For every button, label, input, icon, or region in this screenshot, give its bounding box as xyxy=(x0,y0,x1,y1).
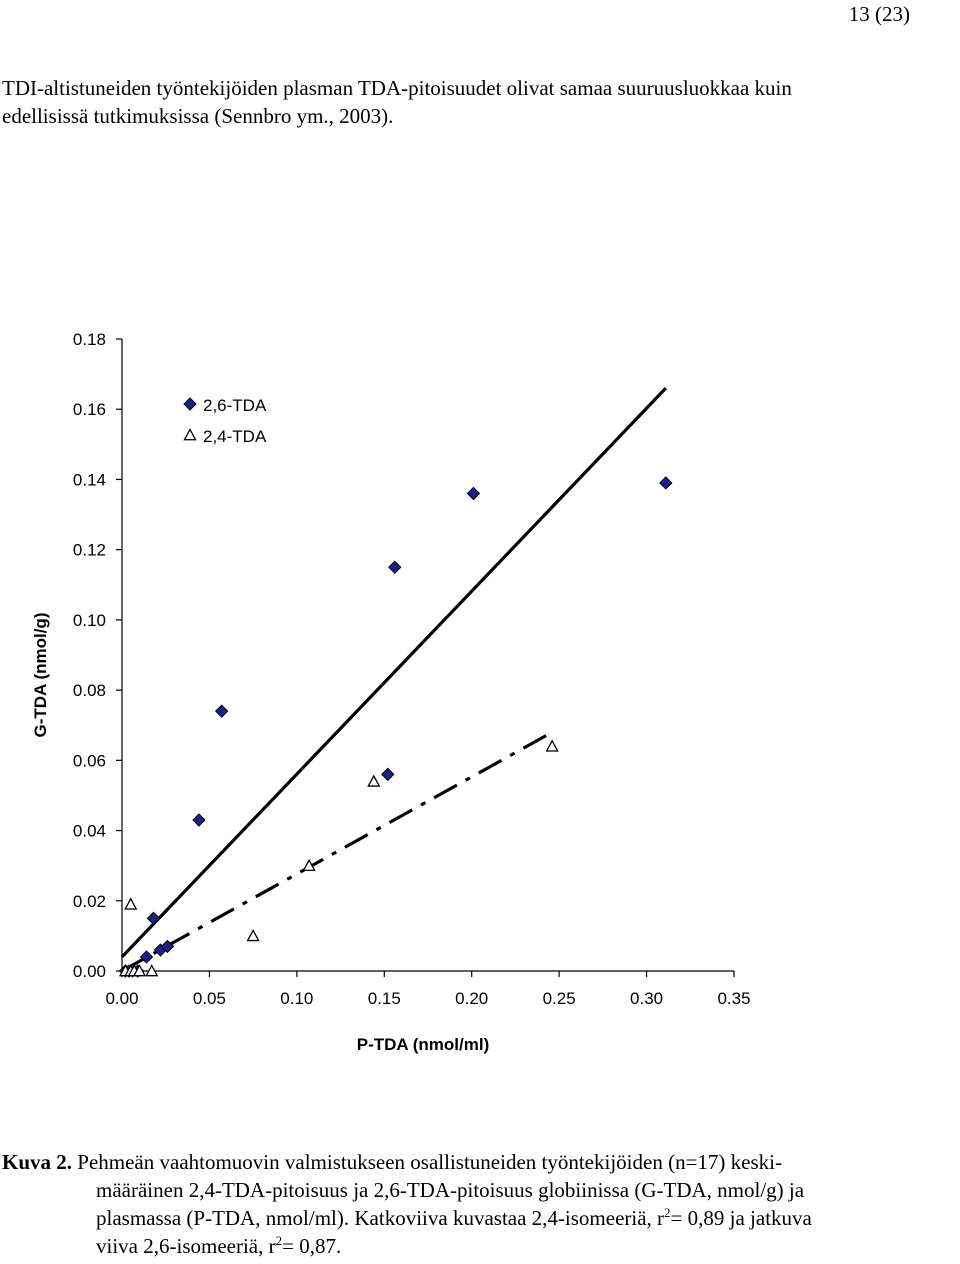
x-tick-label: 0.15 xyxy=(368,989,401,1008)
x-tick-label: 0.05 xyxy=(193,989,226,1008)
y-axis-label: G-TDA (nmol/g) xyxy=(31,613,50,738)
caption-label: Kuva 2. xyxy=(2,1150,73,1174)
y-tick-label: 0.04 xyxy=(73,822,106,841)
fit-line-2-6-tda xyxy=(120,387,667,959)
y-tick-label: 0.16 xyxy=(73,400,106,419)
caption-line-1: Pehmeän vaahtomuovin valmistukseen osall… xyxy=(72,1150,782,1174)
data-point-2-6-tda xyxy=(381,767,395,782)
data-point-2-6-tda xyxy=(192,813,206,827)
x-tick-label: 0.35 xyxy=(717,989,750,1008)
x-tick-label: 0.00 xyxy=(105,989,138,1008)
data-point-2-6-tda xyxy=(160,939,175,954)
data-point-2-6-tda xyxy=(214,704,229,718)
legend-marker-2-4-tda xyxy=(183,428,197,441)
data-point-2-6-tda xyxy=(388,560,402,574)
caption-sup-1: 2 xyxy=(664,1205,671,1220)
legend-label-2-4-tda: 2,4-TDA xyxy=(203,427,267,446)
data-point-2-6-tda xyxy=(659,476,673,490)
data-point-2-4-tda xyxy=(145,964,159,977)
data-point-2-6-tda xyxy=(139,950,154,964)
y-tick-label: 0.12 xyxy=(73,541,106,560)
y-tick-label: 0.18 xyxy=(73,330,106,349)
x-tick-label: 0.20 xyxy=(455,989,488,1008)
data-point-2-4-tda xyxy=(132,964,147,977)
data-point-2-4-tda xyxy=(302,858,316,871)
page-number: 13 (23) xyxy=(848,2,910,26)
data-point-2-6-tda xyxy=(466,486,481,501)
legend-label-2-6-tda: 2,6-TDA xyxy=(203,396,267,415)
x-tick-label: 0.25 xyxy=(543,989,576,1008)
caption-line-4a: viiva 2,6-isomeeriä, r xyxy=(96,1234,276,1258)
caption-line-2: määräinen 2,4-TDA-pitoisuus ja 2,6-TDA-p… xyxy=(96,1178,805,1202)
chart-svg: 0.00 0.02 0.04 0.06 0.08 0.10 0.12 0.14 0.16 0.18… xyxy=(31,330,751,1054)
y-tick-label: 0.06 xyxy=(73,751,106,770)
intro-line-2: edellisissä tutkimuksissa (Sennbro ym., … xyxy=(2,104,394,128)
y-tick-label: 0.00 xyxy=(73,962,106,981)
data-point-2-4-tda xyxy=(367,774,381,787)
caption-sup-2: 2 xyxy=(275,1233,283,1248)
scatter-chart: 0.00 0.02 0.04 0.06 0.08 0.10 0.12 0.14 0.16 0.18… xyxy=(0,320,960,1080)
x-tick-label: 0.30 xyxy=(630,989,663,1008)
x-axis-label: P-TDA (nmol/ml) xyxy=(357,1035,490,1054)
data-point-2-4-tda xyxy=(545,739,559,752)
fit-line-2-4-tda xyxy=(121,730,553,973)
intro-line-1: TDI-altistuneiden työntekijöiden plasman… xyxy=(2,76,792,100)
y-tick-label: 0.10 xyxy=(73,611,106,630)
caption-line-3a: plasmassa (P-TDA, nmol/ml). Katkoviiva k… xyxy=(96,1206,665,1230)
data-point-2-6-tda xyxy=(146,911,161,926)
data-point-2-4-tda xyxy=(246,929,260,942)
x-tick-label: 0.10 xyxy=(280,989,313,1008)
y-tick-label: 0.14 xyxy=(73,470,106,489)
y-tick-label: 0.02 xyxy=(73,892,106,911)
caption-line-3b: = 0,89 ja jatkuva xyxy=(670,1206,812,1230)
data-point-2-4-tda xyxy=(124,897,138,910)
legend-marker-2-6-tda xyxy=(183,397,197,411)
figure-caption: Kuva 2. Pehmeän vaahtomuovin valmistukse… xyxy=(2,1148,957,1260)
y-tick-label: 0.08 xyxy=(73,681,106,700)
caption-line-4b: = 0,87. xyxy=(282,1234,342,1258)
intro-paragraph: TDI-altistuneiden työntekijöiden plasman… xyxy=(2,74,952,130)
